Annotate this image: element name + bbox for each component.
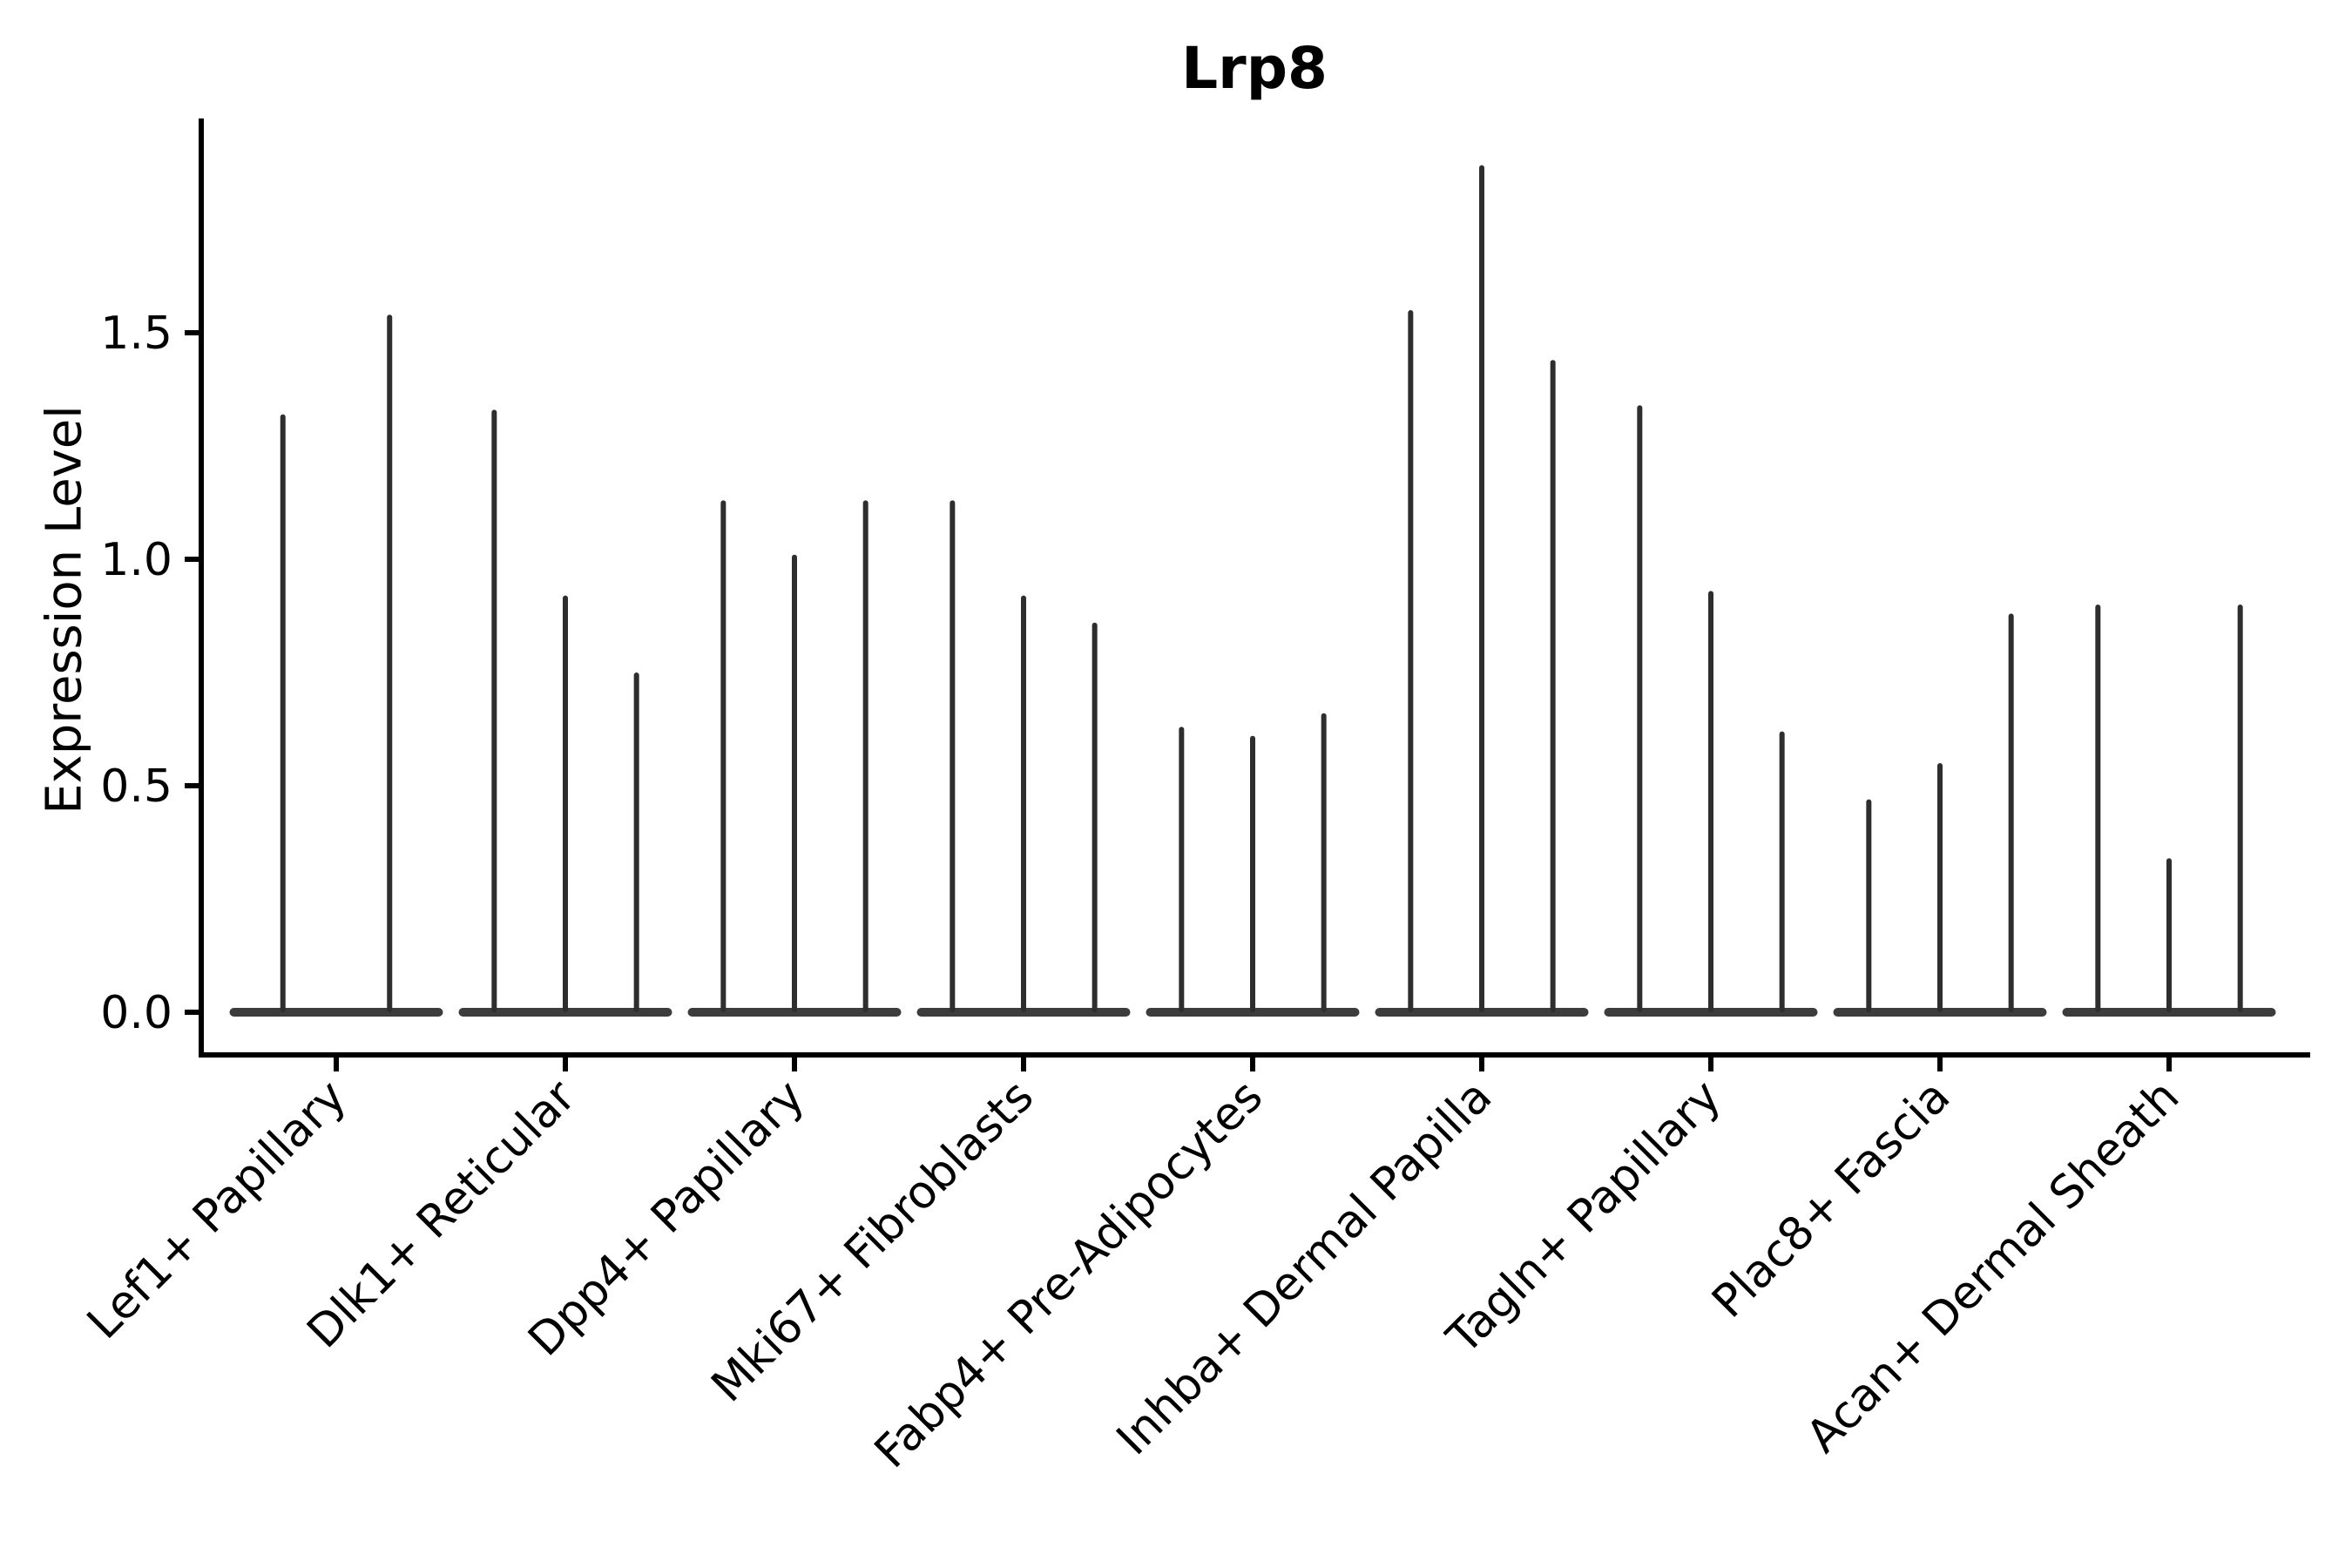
x-tick bbox=[1937, 1058, 1943, 1071]
violin-spike bbox=[2095, 605, 2101, 1012]
x-category-label: Acan+ Dermal Sheath bbox=[1797, 1071, 2190, 1463]
violin-spike bbox=[950, 500, 956, 1012]
violin-spike bbox=[633, 672, 639, 1012]
violin-spike bbox=[1179, 727, 1185, 1012]
violin-spike bbox=[1321, 713, 1327, 1012]
y-tick bbox=[185, 557, 199, 562]
x-tick bbox=[334, 1058, 339, 1071]
violin-spike bbox=[1779, 731, 1785, 1012]
violin-spike bbox=[1408, 310, 1414, 1012]
violin-spike bbox=[1866, 799, 1872, 1012]
violin-baseline bbox=[229, 1008, 443, 1017]
y-tick-label: 1.0 bbox=[100, 534, 172, 586]
violin-spike bbox=[1250, 735, 1255, 1012]
x-tick bbox=[1479, 1058, 1484, 1071]
violin-spike bbox=[1479, 165, 1484, 1013]
x-tick bbox=[792, 1058, 797, 1071]
y-tick bbox=[185, 1010, 199, 1015]
x-tick bbox=[1021, 1058, 1026, 1071]
y-tick-label: 0.0 bbox=[100, 987, 172, 1039]
violin-spike bbox=[1637, 405, 1643, 1012]
y-tick-label: 1.5 bbox=[100, 308, 172, 360]
violin-spike bbox=[1021, 595, 1026, 1012]
x-tick bbox=[563, 1058, 568, 1071]
violin-spike bbox=[862, 500, 868, 1012]
violin-spike bbox=[563, 595, 568, 1012]
violin-spike bbox=[792, 554, 797, 1012]
x-category-label: Inhba+ Dermal Papilla bbox=[1107, 1071, 1502, 1465]
x-axis-line bbox=[199, 1052, 2310, 1058]
y-tick bbox=[185, 330, 199, 335]
violin-spike bbox=[2237, 605, 2243, 1012]
violin-spike bbox=[720, 500, 727, 1012]
x-tick bbox=[2166, 1058, 2172, 1071]
violin-spike bbox=[491, 409, 497, 1012]
x-tick bbox=[1708, 1058, 1713, 1071]
y-tick bbox=[185, 783, 199, 788]
x-tick bbox=[1250, 1058, 1255, 1071]
violin-spike bbox=[2008, 613, 2014, 1012]
chart-title: Lrp8 bbox=[1181, 35, 1328, 102]
y-tick-label: 0.5 bbox=[100, 760, 172, 813]
violin-spike bbox=[1937, 763, 1943, 1012]
violin-spike bbox=[2166, 858, 2172, 1012]
y-axis-line bbox=[199, 118, 204, 1058]
violin-spike bbox=[1092, 622, 1098, 1012]
violin-spike bbox=[387, 314, 393, 1012]
x-category-label: Fabp4+ Pre-Adipocytes bbox=[865, 1071, 1273, 1478]
violin-spike bbox=[1708, 591, 1713, 1012]
x-category-label: Plac8+ Fascia bbox=[1702, 1071, 1960, 1328]
violin-spike bbox=[280, 414, 286, 1013]
violin-spike bbox=[1550, 360, 1556, 1012]
